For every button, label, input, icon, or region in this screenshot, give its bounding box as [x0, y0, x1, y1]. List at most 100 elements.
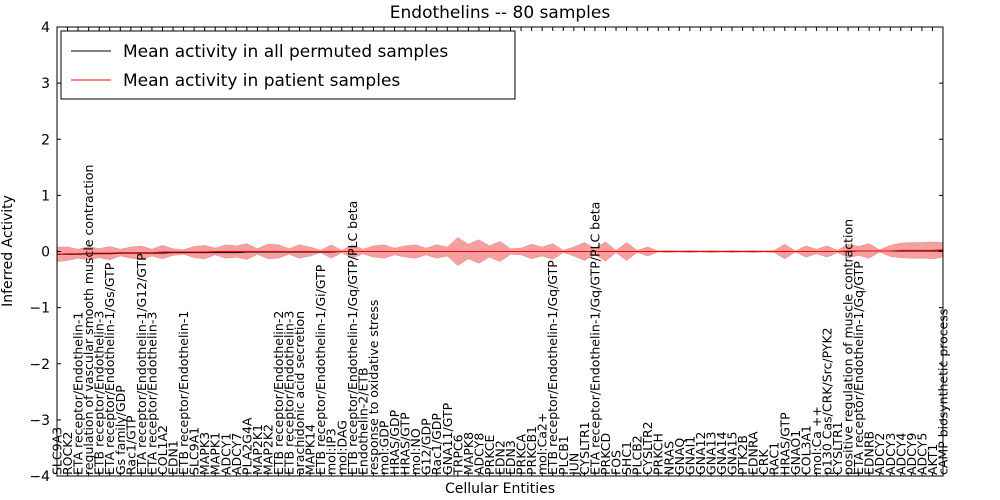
x-tick-label: ETB receptor/Endothelin-1/Gi/GTP: [313, 264, 328, 475]
x-tick-label: PLCB1: [556, 435, 571, 475]
x-tick-label: ADCY2: [872, 433, 887, 475]
x-tick-label: GNA14: [714, 431, 729, 475]
x-tick-label: ETB receptor/Endothelin-3: [92, 311, 107, 475]
x-tick-label: ETA receptor/Endothelin-1: [71, 312, 86, 475]
x-tick-label: COL3A1: [798, 425, 813, 475]
x-tick-label: PRKCB1: [524, 426, 539, 475]
x-tick-label: EDN2: [493, 440, 508, 475]
x-tick-label: SLC9A1: [187, 427, 202, 475]
x-tick-label: ADCY1: [218, 433, 233, 475]
x-tick-label: mol:NO: [408, 428, 423, 475]
y-tick-label: −2: [29, 357, 50, 373]
x-tick-label: ADCY9: [904, 433, 919, 475]
x-tick-label: HRAS/GTP: [398, 412, 413, 475]
x-tick-label: MAP2K1: [250, 424, 265, 475]
x-tick-label: PRKCE: [482, 435, 497, 475]
x-tick-label: ETA receptor/Endothelin-1/G12/GTP: [134, 253, 149, 475]
x-tick-label: ETB receptor/Endothelin-1/Gq/GTP: [545, 260, 560, 475]
x-axis-ticks: [56, 27, 944, 476]
legend: Mean activity in all permuted samples Me…: [60, 30, 516, 100]
x-tick-label: ETB receptor/Endothelin-3: [282, 311, 297, 475]
x-tick-label: mol:IP3: [324, 428, 339, 475]
x-tick-label: GNA11/GTP: [440, 402, 455, 475]
chart-title: Endothelins -- 80 samples: [390, 3, 611, 23]
x-tick-label: CYSLTR2: [640, 421, 655, 475]
x-tick-label: GNAI1: [682, 436, 697, 475]
y-axis-ticks: −4 −3 −2 −1 0 1 2 3 4: [29, 20, 943, 485]
x-tick-label: MAPK3: [197, 432, 212, 475]
x-tick-label: Endothelin-2/ETB: [355, 367, 370, 475]
x-tick-label: CRK: [756, 449, 771, 475]
x-tick-label: ADCY3: [883, 433, 898, 475]
x-tick-label: NRAS: [661, 441, 676, 475]
x-tick-label: COL1A2: [155, 425, 170, 475]
x-tick-label: TRPC6: [450, 434, 465, 476]
x-tick-label: CYSLTR1: [830, 421, 845, 475]
x-tick-label: ADCY5: [914, 433, 929, 475]
x-tick-label: regulation of vascular smooth muscle con…: [81, 165, 96, 475]
x-tick-label: mol:Ca ++: [809, 406, 824, 475]
x-tick-label: PLA2G4A: [239, 417, 254, 475]
x-tick-label: PRKCD: [598, 433, 613, 475]
x-tick-label: ETB receptor/Endothelin-1: [176, 311, 191, 475]
x-tick-label: MAP2K2: [260, 424, 275, 475]
x-tick-label: GNAQ: [672, 438, 687, 475]
x-tick-label: ETA receptor/Endothelin-1/Gq/GTP: [851, 261, 866, 475]
x-axis-label: Cellular Entities: [445, 481, 555, 497]
x-tick-label: MAPK14: [303, 424, 318, 475]
x-tick-label: cAMP biosynthetic process: [936, 309, 951, 475]
x-tick-label: ETB receptor/Endothelin-2: [271, 311, 286, 475]
x-tick-label: arachidonic acid secretion: [292, 311, 307, 475]
x-tick-label: PLCB2: [630, 435, 645, 475]
x-tick-label: PRKCH: [651, 433, 666, 475]
x-tick-label: EDN1: [166, 440, 181, 475]
series-lines: [56, 249, 944, 255]
x-tick-label: HRAS/GTP: [777, 412, 792, 475]
y-tick-label: −3: [29, 413, 50, 429]
x-tick-label: CYSLTR1: [577, 421, 592, 475]
x-tick-label: GNA12: [693, 432, 708, 476]
legend-label-patient: Mean activity in patient samples: [123, 71, 400, 91]
legend-box: [60, 30, 516, 100]
x-tick-label: ADCY8: [471, 433, 486, 475]
legend-label-permuted: Mean activity in all permuted samples: [123, 42, 448, 62]
x-tick-label: HRAS/GDP: [387, 409, 402, 475]
x-tick-label: AKT1: [925, 444, 940, 475]
x-tick-label: FOS: [609, 450, 624, 475]
x-tick-label: response to oxidative stress: [366, 300, 381, 475]
x-tick-label: PTK2B: [735, 435, 750, 475]
x-tick-label: EDN3: [503, 440, 518, 475]
y-tick-label: 3: [41, 76, 50, 92]
y-tick-label: −1: [29, 301, 50, 317]
y-tick-label: 1: [41, 188, 50, 204]
x-tick-label: MAPK1: [208, 432, 223, 475]
x-tick-label: mol:GDP: [376, 420, 391, 475]
x-tick-label: ROCK2: [60, 432, 75, 475]
x-tick-label: GNAO1: [788, 430, 803, 475]
x-tick-label: ADCY4: [893, 433, 908, 475]
x-tick-label: Rac1/GDP: [429, 413, 444, 475]
x-tick-label: ADCY7: [229, 433, 244, 475]
x-tick-label: GNA13: [703, 432, 718, 476]
x-tick-label: SHC1: [619, 441, 634, 475]
x-tick-label: ETB receptor/Endothelin-1/Gq/GTP/PLC bet…: [345, 201, 360, 475]
x-tick-label: Gs family/GDP: [113, 385, 128, 475]
y-tick-label: 0: [41, 245, 50, 261]
x-tick-label: GNA15: [725, 432, 740, 476]
x-tick-label: RAC1: [767, 442, 782, 475]
x-tick-label: ETA receptor/Endothelin-3: [144, 312, 159, 475]
x-tick-label: mol:DAG: [334, 420, 349, 475]
x-tick-label: positive regulation of muscle contractio…: [841, 219, 856, 475]
x-tick-label: ETA receptor/Endothelin-1/Gs/GTP: [102, 262, 117, 475]
x-tick-label: EDNRB: [862, 431, 877, 475]
series-line-patient: [56, 249, 944, 255]
x-tick-label: JUN: [566, 453, 581, 476]
x-tick-label: MAPK8: [461, 432, 476, 475]
x-tick-label: EDNRA: [746, 431, 761, 475]
x-tick-label: Rac1/GTP: [123, 415, 138, 475]
x-tick-label: G12/GDP: [419, 418, 434, 475]
x-tick-label: mol:Ca2+: [535, 413, 550, 475]
x-tick-label: p130 Cas/CRK/Src/PYK2: [819, 327, 834, 475]
